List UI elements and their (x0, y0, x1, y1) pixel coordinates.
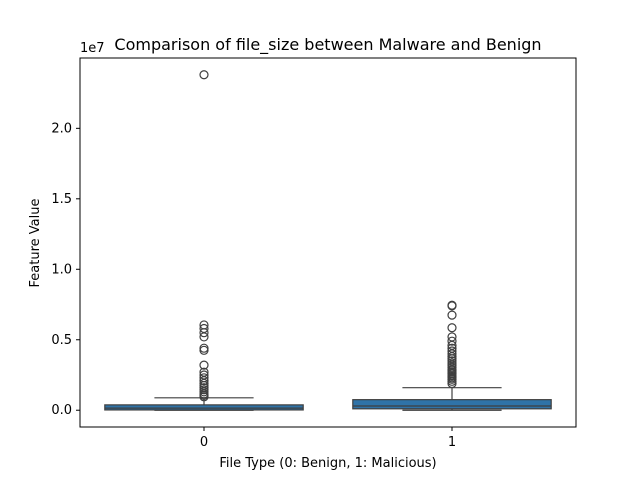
outlier-point (447, 310, 457, 320)
outlier-point (199, 332, 209, 342)
axes-frame (79, 57, 577, 428)
y-tick-label: 0.5 (51, 333, 72, 348)
outlier-point (447, 378, 457, 389)
x-tick-label: 0 (200, 435, 208, 450)
outlier-point (199, 392, 209, 402)
outlier-point (447, 301, 457, 311)
box (104, 404, 304, 411)
outlier-point (199, 345, 209, 355)
y-axis-label: Feature Value (28, 199, 43, 288)
x-axis-label: File Type (0: Benign, 1: Malicious) (219, 456, 436, 471)
plot-area: 0.0 0.5 1.0 1.5 2.0 0 1 (51, 70, 552, 450)
y-tick-label: 1.5 (51, 192, 72, 207)
y-tick-label: 1.0 (51, 262, 72, 277)
outlier-point (199, 376, 209, 386)
outlier-point (447, 349, 457, 359)
y-offset-label: 1e7 (80, 41, 105, 56)
box (352, 399, 552, 410)
x-tick-label: 1 (448, 435, 456, 450)
chart-title: Comparison of file_size between Malware … (114, 35, 541, 55)
outlier-point (199, 70, 209, 80)
y-tick-label: 0.0 (51, 403, 72, 418)
outlier-point (447, 323, 457, 333)
outlier-point (447, 336, 457, 346)
y-tick-label: 2.0 (51, 121, 72, 136)
outlier-point (199, 328, 209, 338)
outlier-point (199, 360, 209, 370)
